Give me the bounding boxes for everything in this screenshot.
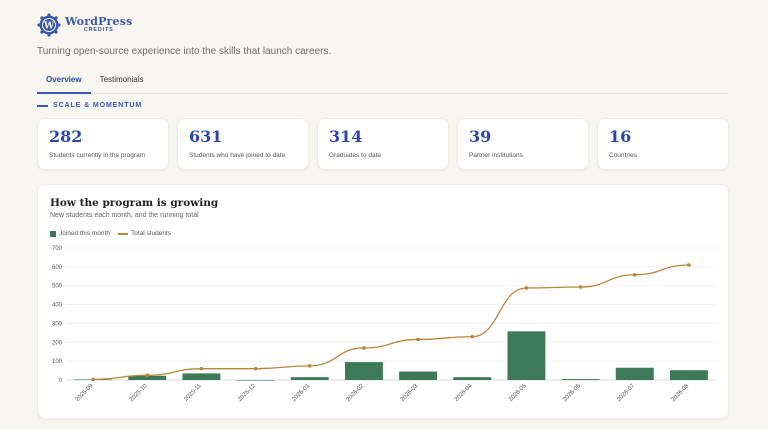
section-accent-line [37, 104, 48, 107]
section-heading: SCALE & MOMENTUM [37, 102, 142, 109]
chart-subtitle: New students each month, and the running… [50, 212, 199, 219]
x-tick-label: 2026-05 [508, 383, 528, 403]
tab-overview[interactable]: Overview [37, 69, 91, 94]
point-total-students [362, 346, 366, 350]
tab-bar: Overview Testimonials [37, 69, 729, 94]
y-tick-label: 700 [52, 246, 63, 252]
brand-logo[interactable]: W WordPress CREDITS [37, 13, 133, 37]
stat-label: Countries [609, 152, 637, 159]
point-total-students [524, 286, 529, 290]
bar-joined [507, 331, 546, 380]
y-tick-label: 200 [52, 340, 63, 346]
section-heading-text: SCALE & MOMENTUM [53, 102, 143, 109]
bar-joined [128, 375, 167, 380]
point-total-students [199, 366, 204, 371]
point-total-students [632, 272, 637, 277]
point-total-students [687, 263, 691, 267]
x-tick-label: 2025-09 [75, 383, 95, 403]
point-total-students [307, 364, 312, 368]
y-tick-label: 400 [52, 303, 63, 309]
bar-joined [182, 373, 221, 380]
x-tick-label: 2025-11 [183, 383, 203, 403]
brand-title: WordPress [65, 15, 133, 29]
tab-testimonials[interactable]: Testimonials [99, 75, 144, 84]
y-tick-label: 600 [52, 265, 63, 271]
stats-row: 282 Students currently in the program 63… [37, 118, 729, 170]
stat-value: 631 [189, 127, 223, 146]
x-tick-label: 2026-02 [346, 383, 366, 403]
bar-joined [561, 379, 600, 380]
brand-subtitle: CREDITS [83, 27, 114, 34]
y-tick-label: 500 [52, 284, 63, 290]
tagline: Turning open-source experience into the … [37, 46, 332, 57]
line-total-students [93, 264, 689, 381]
bar-joined [344, 362, 383, 380]
bar-joined [399, 371, 438, 380]
y-tick-label: 100 [52, 359, 63, 365]
growth-chart: 0 100 200 300 400 500 600 700 2025-09 2025-10 2025… [52, 246, 716, 403]
legend-label-total: Total students [130, 230, 172, 237]
stat-label: Partner institutions [469, 152, 523, 159]
x-tick-label: 2026-04 [454, 383, 474, 403]
x-tick-label: 2025-10 [129, 383, 149, 403]
stat-card-current-students: 282 Students currently in the program [37, 118, 169, 170]
legend-swatch-joined [50, 230, 56, 237]
svg-text:W: W [43, 21, 55, 31]
bar-joined [290, 377, 329, 380]
x-tick-label: 2026-06 [562, 383, 582, 403]
point-total-students [470, 334, 475, 339]
stat-card-partners: 39 Partner institutions [457, 118, 589, 170]
bar-joined [615, 367, 654, 380]
x-tick-label: 2026-08 [671, 383, 691, 403]
growth-chart-card: How the program is growing New students … [37, 184, 729, 419]
stat-card-graduates: 314 Graduates to date [317, 118, 449, 170]
chart-legend: Joined this month Total students [50, 230, 179, 237]
stat-card-joined-students: 631 Students who have joined to date [177, 118, 309, 170]
bar-joined [669, 370, 708, 380]
stat-value: 16 [609, 127, 632, 146]
bar-joined [453, 377, 492, 380]
legend-label-joined: Joined this month [59, 230, 110, 237]
stat-label: Students who have joined to date [189, 152, 286, 159]
chart-title: How the program is growing [50, 197, 219, 209]
stat-card-countries: 16 Countries [597, 118, 729, 170]
stat-value: 282 [49, 127, 83, 146]
point-total-students [91, 377, 95, 382]
y-tick-label: 0 [59, 378, 63, 384]
y-tick-label: 300 [52, 321, 63, 327]
x-tick-label: 2026-01 [291, 383, 311, 403]
x-tick-label: 2025-12 [237, 383, 257, 403]
legend-swatch-total [117, 232, 128, 235]
x-tick-label: 2026-07 [616, 383, 636, 403]
stat-value: 39 [469, 127, 492, 146]
point-total-students [253, 366, 258, 371]
legend-item-total[interactable]: Total students [117, 230, 172, 237]
point-total-students [416, 337, 420, 342]
stat-label: Graduates to date [329, 152, 382, 159]
legend-item-joined[interactable]: Joined this month [50, 230, 110, 237]
stat-label: Students currently in the program [49, 152, 146, 159]
x-tick-label: 2026-03 [400, 383, 420, 403]
wordpress-gear-icon: W [37, 13, 61, 37]
point-total-students [145, 373, 150, 378]
bar-joined [236, 380, 275, 381]
stat-value: 314 [329, 127, 363, 146]
point-total-students [578, 285, 583, 289]
